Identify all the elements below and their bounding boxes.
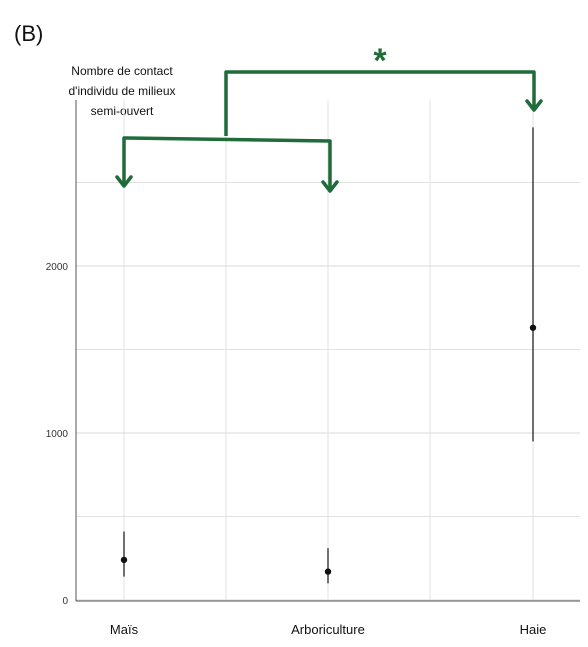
arrow-head [321, 180, 339, 193]
y-axis-title-line-1: Nombre de contact [71, 64, 173, 78]
x-tick-labels: Maïs Arboriculture Haie [110, 622, 546, 637]
y-axis-title: Nombre de contact d'individu de milieux … [68, 64, 175, 118]
data-point [324, 568, 332, 575]
x-tick-label: Haie [520, 622, 547, 637]
y-tick-labels: 0 1000 2000 [46, 262, 69, 607]
arrow-head [115, 175, 133, 188]
arrow-head [525, 99, 543, 112]
x-tick-label: Maïs [110, 622, 139, 637]
significance-star: * [373, 42, 387, 80]
x-tick-label: Arboriculture [291, 622, 365, 637]
y-axis-title-line-3: semi-ouvert [91, 104, 154, 118]
grid [75, 100, 580, 602]
significance-annotation: * [115, 42, 543, 193]
data-point [120, 556, 128, 564]
data-point [529, 324, 537, 331]
data-marks [120, 127, 537, 584]
lower-bracket [122, 136, 332, 191]
y-tick-label: 0 [62, 596, 68, 607]
panel-label: (B) [14, 21, 43, 46]
upper-bracket [224, 70, 536, 136]
y-tick-label: 1000 [46, 429, 69, 440]
y-axis-title-line-2: d'individu de milieux [68, 84, 175, 98]
y-tick-label: 2000 [46, 262, 69, 273]
